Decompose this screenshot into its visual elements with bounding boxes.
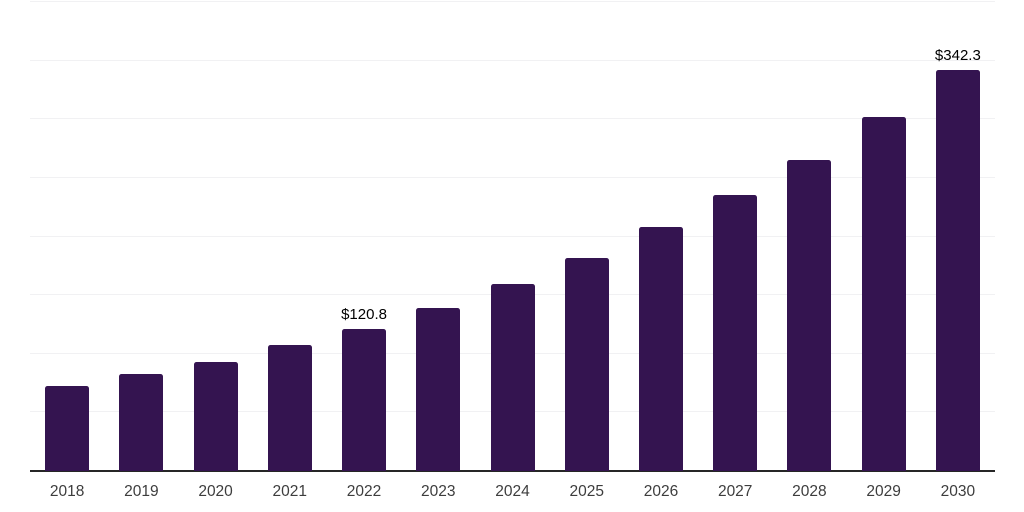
x-axis-label: 2027 xyxy=(717,483,753,500)
bar-2030 xyxy=(935,69,980,471)
gridline xyxy=(30,118,995,120)
bar-2018 xyxy=(45,386,90,471)
x-axis-label: 2024 xyxy=(495,483,530,500)
bar-2019 xyxy=(119,374,164,471)
x-axis-label: 2021 xyxy=(272,483,308,500)
x-axis-label: 2019 xyxy=(124,483,159,500)
gridline xyxy=(30,176,995,178)
x-axis: 2018 2019 2020 2021 2022 2023 2024 2025 2026 2027… xyxy=(30,484,995,508)
bar-2029 xyxy=(861,116,906,471)
bar-2021 xyxy=(267,345,312,471)
bar-2024 xyxy=(490,284,535,471)
bar-2023 xyxy=(416,308,461,471)
plot-area: $120.8 $342.3 xyxy=(30,1,995,472)
gridline xyxy=(30,1,995,2)
x-axis-label: 2028 xyxy=(792,483,827,500)
bar-2025 xyxy=(564,258,609,471)
x-axis-label: 2030 xyxy=(940,483,976,500)
x-axis-label: 2023 xyxy=(421,483,456,500)
x-axis-label: 2022 xyxy=(346,483,382,500)
x-axis-line xyxy=(30,470,995,472)
x-axis-label: 2018 xyxy=(49,483,85,500)
bar-value-label: $120.8 xyxy=(341,306,387,324)
gridline xyxy=(30,59,995,61)
bar-2027 xyxy=(713,195,758,471)
gridline xyxy=(30,235,995,237)
bar-2026 xyxy=(638,227,683,471)
bar-2028 xyxy=(787,160,832,471)
x-axis-label: 2025 xyxy=(569,483,604,500)
x-axis-label: 2029 xyxy=(866,483,901,500)
bar-2020 xyxy=(193,361,238,471)
bar-2022 xyxy=(342,329,387,471)
bar-value-label: $342.3 xyxy=(934,46,981,64)
x-axis-label: 2020 xyxy=(198,483,233,500)
x-axis-label: 2026 xyxy=(643,483,679,500)
